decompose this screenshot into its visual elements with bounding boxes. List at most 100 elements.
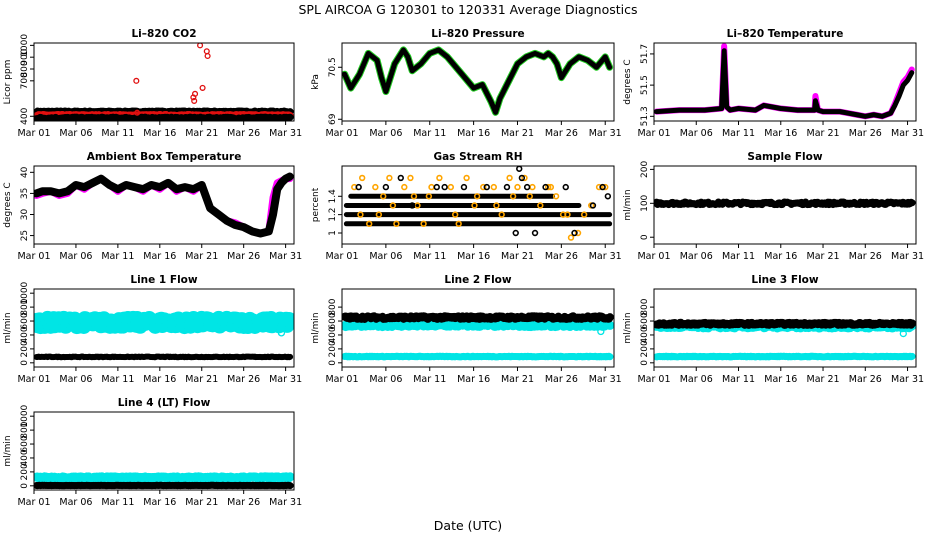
- x-tick-label: Mar 01: [637, 128, 670, 139]
- data-point: [134, 109, 141, 116]
- x-tick-label: Mar 26: [849, 128, 882, 139]
- data-point: [567, 234, 575, 241]
- x-tick-label: Mar 06: [59, 374, 92, 385]
- x-tick-label: Mar 16: [764, 374, 797, 385]
- series-line1_cyan: [34, 310, 294, 337]
- panel-title: Sample Flow: [747, 151, 822, 163]
- x-tick-label: Mar 31: [269, 251, 302, 262]
- x-tick-label: Mar 06: [680, 128, 713, 139]
- data-point: [523, 183, 531, 191]
- data-point: [285, 472, 294, 482]
- data-point: [420, 220, 427, 228]
- x-tick-label: Mar 11: [101, 251, 134, 262]
- data-point: [514, 183, 521, 191]
- plot-frame: [653, 165, 917, 245]
- data-point: [428, 183, 435, 191]
- x-axis: Mar 01 Mar 06 Mar 11 Mar 16 Mar 21 Mar 26 Mar …: [325, 121, 622, 139]
- data-point: [380, 193, 387, 200]
- data-point: [451, 211, 459, 218]
- x-tick-label: Mar 31: [269, 374, 302, 385]
- y-tick-label: 1: [328, 230, 338, 236]
- panel-title: Line 3 Flow: [751, 274, 818, 286]
- x-axis: Mar 01 Mar 06 Mar 11 Mar 16 Mar 21 Mar 26 Mar …: [637, 244, 924, 262]
- data-point: [455, 220, 462, 228]
- data-point: [355, 183, 362, 191]
- figure-xlabel: Date (UTC): [434, 518, 502, 533]
- y-tick-label: 600: [328, 312, 338, 329]
- data-point: [401, 183, 408, 191]
- panel-title: Gas Stream RH: [433, 151, 522, 163]
- x-tick-label: Mar 16: [143, 374, 176, 385]
- data-point: [908, 352, 916, 360]
- data-point: [537, 202, 544, 209]
- plot-frame: [33, 288, 295, 368]
- y-tick-label: 900: [20, 48, 30, 65]
- series-line: [34, 172, 294, 238]
- x-axis: Mar 01 Mar 06 Mar 11 Mar 16 Mar 21 Mar 26 Mar …: [325, 367, 622, 385]
- data-point: [503, 183, 511, 191]
- x-tick-label: Mar 11: [101, 497, 134, 508]
- data-point: [529, 183, 536, 191]
- plot-area: [342, 46, 614, 116]
- data-point: [483, 183, 490, 191]
- y-tick-label: 400: [20, 326, 30, 343]
- plot-area: [34, 472, 294, 490]
- y-tick-label: 1000: [20, 404, 30, 427]
- data-point: [463, 174, 470, 182]
- data-point: [574, 229, 582, 237]
- data-point: [908, 319, 916, 328]
- series-line2_black: [342, 312, 614, 323]
- y-axis-label: ml/min: [623, 312, 633, 343]
- y-tick-label: 1000: [20, 34, 30, 57]
- series-line4_cyan: [34, 472, 294, 483]
- y-tick-label: 800: [20, 60, 30, 77]
- x-tick-label: Mar 06: [680, 374, 713, 385]
- x-axis: Mar 01 Mar 06 Mar 11 Mar 16 Mar 21 Mar 26 Mar …: [637, 367, 924, 385]
- y-tick-label: 200: [20, 340, 30, 357]
- x-tick-label: Mar 06: [369, 251, 402, 262]
- y-tick-label: 0: [328, 360, 338, 366]
- y-tick-label: 0: [640, 234, 650, 240]
- x-tick-label: Mar 26: [227, 374, 260, 385]
- x-tick-label: Mar 06: [369, 128, 402, 139]
- y-tick-label: 200: [328, 340, 338, 357]
- x-tick-label: Mar 21: [501, 251, 534, 262]
- data-point: [204, 52, 211, 60]
- outlier-point: [899, 329, 907, 338]
- y-tick-label: 70.5: [328, 57, 338, 77]
- x-tick-label: Mar 26: [545, 374, 578, 385]
- plot-frame: [341, 288, 615, 368]
- data-point: [589, 202, 597, 209]
- y-tick-label: 51.5: [640, 75, 650, 95]
- data-point: [506, 174, 513, 182]
- x-tick-label: Mar 16: [764, 128, 797, 139]
- x-tick-label: Mar 01: [325, 128, 358, 139]
- x-tick-label: Mar 21: [185, 374, 218, 385]
- x-tick-label: Mar 16: [143, 497, 176, 508]
- x-tick-label: Mar 16: [457, 128, 490, 139]
- data-point: [366, 220, 373, 228]
- panel-title: Li–820 Temperature: [727, 28, 844, 40]
- plot-area: [342, 312, 614, 361]
- data-point: [425, 193, 433, 200]
- y-axis-label: ml/min: [3, 435, 13, 466]
- x-tick-label: Mar 21: [185, 251, 218, 262]
- data-point: [542, 183, 549, 191]
- plot-area: [34, 43, 294, 121]
- data-point: [544, 183, 552, 191]
- figure-title: SPL AIRCOA G 120301 to 120331 Average Di…: [299, 2, 638, 17]
- panel-title: Line 2 Flow: [444, 274, 511, 286]
- y-axis-label: degrees C: [3, 182, 13, 227]
- data-point: [509, 193, 517, 200]
- y-tick-label: 69: [328, 113, 338, 125]
- data-point: [203, 48, 210, 55]
- plot-frame: [341, 42, 615, 122]
- data-point: [199, 84, 206, 91]
- y-tick-label: 800: [640, 298, 650, 315]
